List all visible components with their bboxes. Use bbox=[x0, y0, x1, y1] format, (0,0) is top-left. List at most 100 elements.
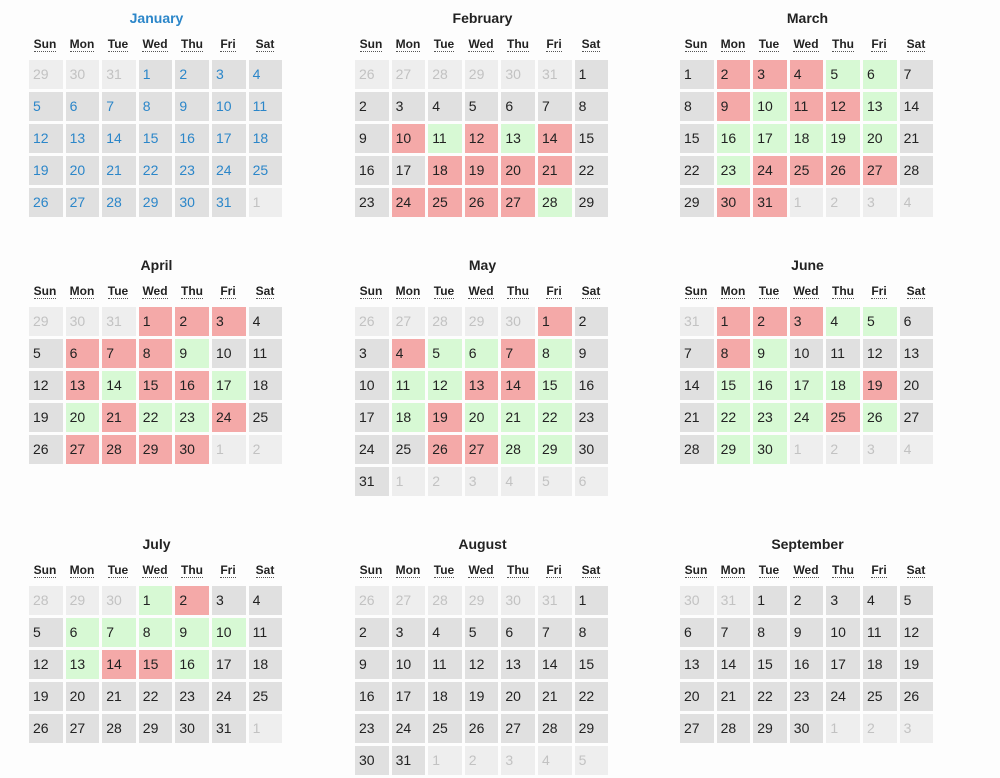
day-cell-busy[interactable]: 26 bbox=[464, 188, 499, 217]
day-cell-available[interactable]: 10 bbox=[753, 92, 787, 121]
day-cell[interactable]: 8 bbox=[753, 618, 787, 647]
day-cell[interactable]: 22 bbox=[138, 682, 173, 711]
day-cell-busy[interactable]: 3 bbox=[212, 307, 246, 336]
day-cell[interactable]: 30 bbox=[175, 714, 209, 743]
day-cell[interactable]: 21 bbox=[716, 682, 751, 711]
day-cell-busy[interactable]: 1 bbox=[716, 307, 751, 336]
day-cell[interactable]: 17 bbox=[212, 650, 246, 679]
day-cell-busy[interactable]: 27 bbox=[863, 156, 897, 185]
day-cell-available[interactable]: 29 bbox=[538, 435, 572, 464]
day-cell-other-month[interactable]: 30 bbox=[65, 307, 100, 336]
day-cell[interactable]: 30 bbox=[574, 435, 609, 464]
day-cell[interactable]: 3 bbox=[355, 339, 389, 368]
day-cell-other-month[interactable]: 4 bbox=[538, 746, 572, 775]
day-cell[interactable]: 17 bbox=[212, 124, 246, 153]
day-cell[interactable]: 27 bbox=[501, 714, 535, 743]
day-cell[interactable]: 3 bbox=[826, 586, 860, 615]
day-cell-busy[interactable]: 9 bbox=[716, 92, 751, 121]
day-cell[interactable]: 27 bbox=[680, 714, 714, 743]
day-cell-busy[interactable]: 18 bbox=[428, 156, 462, 185]
day-cell-available[interactable]: 17 bbox=[789, 371, 824, 400]
day-cell[interactable]: 11 bbox=[428, 650, 462, 679]
day-cell-busy[interactable]: 26 bbox=[826, 156, 860, 185]
day-cell-available[interactable]: 16 bbox=[716, 124, 751, 153]
day-cell-busy[interactable]: 1 bbox=[538, 307, 572, 336]
day-cell-other-month[interactable]: 29 bbox=[65, 586, 100, 615]
day-cell-available[interactable]: 18 bbox=[826, 371, 860, 400]
day-cell-other-month[interactable]: 26 bbox=[355, 586, 389, 615]
day-cell-other-month[interactable]: 28 bbox=[428, 307, 462, 336]
day-cell[interactable]: 26 bbox=[29, 714, 63, 743]
day-cell-other-month[interactable]: 3 bbox=[464, 467, 499, 496]
day-cell[interactable]: 31 bbox=[355, 467, 389, 496]
day-cell[interactable]: 7 bbox=[538, 92, 572, 121]
day-cell[interactable]: 30 bbox=[175, 188, 209, 217]
day-cell-available[interactable]: 24 bbox=[789, 403, 824, 432]
day-cell-available[interactable]: 14 bbox=[102, 371, 136, 400]
day-cell-busy[interactable]: 25 bbox=[789, 156, 824, 185]
day-cell[interactable]: 17 bbox=[826, 650, 860, 679]
day-cell[interactable]: 7 bbox=[538, 618, 572, 647]
day-cell-other-month[interactable]: 2 bbox=[863, 714, 897, 743]
day-cell[interactable]: 27 bbox=[65, 714, 100, 743]
day-cell-other-month[interactable]: 30 bbox=[102, 586, 136, 615]
day-cell[interactable]: 30 bbox=[355, 746, 389, 775]
day-cell-other-month[interactable]: 30 bbox=[680, 586, 714, 615]
day-cell-other-month[interactable]: 6 bbox=[574, 467, 609, 496]
day-cell-busy[interactable]: 27 bbox=[501, 188, 535, 217]
day-cell-other-month[interactable]: 3 bbox=[501, 746, 535, 775]
day-cell-busy[interactable]: 27 bbox=[464, 435, 499, 464]
day-cell[interactable]: 6 bbox=[501, 618, 535, 647]
day-cell[interactable]: 31 bbox=[212, 188, 246, 217]
day-cell[interactable]: 2 bbox=[789, 586, 824, 615]
day-cell[interactable]: 29 bbox=[753, 714, 787, 743]
day-cell[interactable]: 22 bbox=[574, 682, 609, 711]
day-cell[interactable]: 21 bbox=[538, 682, 572, 711]
day-cell[interactable]: 27 bbox=[65, 188, 100, 217]
day-cell-available[interactable]: 22 bbox=[716, 403, 751, 432]
day-cell[interactable]: 13 bbox=[501, 650, 535, 679]
day-cell-available[interactable]: 4 bbox=[826, 307, 860, 336]
day-cell-busy[interactable]: 15 bbox=[138, 371, 173, 400]
day-cell-other-month[interactable]: 3 bbox=[863, 188, 897, 217]
day-cell[interactable]: 11 bbox=[826, 339, 860, 368]
day-cell-other-month[interactable]: 30 bbox=[501, 586, 535, 615]
day-cell-available[interactable]: 11 bbox=[428, 124, 462, 153]
day-cell-available[interactable]: 12 bbox=[428, 371, 462, 400]
day-cell-available[interactable]: 26 bbox=[863, 403, 897, 432]
day-cell[interactable]: 12 bbox=[29, 124, 63, 153]
day-cell-other-month[interactable]: 5 bbox=[538, 467, 572, 496]
day-cell[interactable]: 20 bbox=[680, 682, 714, 711]
day-cell-other-month[interactable]: 1 bbox=[428, 746, 462, 775]
day-cell-available[interactable]: 16 bbox=[753, 371, 787, 400]
day-cell[interactable]: 24 bbox=[355, 435, 389, 464]
day-cell-available[interactable]: 20 bbox=[65, 403, 100, 432]
day-cell[interactable]: 5 bbox=[29, 618, 63, 647]
day-cell-other-month[interactable]: 3 bbox=[863, 435, 897, 464]
day-cell-available[interactable]: 1 bbox=[138, 586, 173, 615]
day-cell-available[interactable]: 21 bbox=[501, 403, 535, 432]
day-cell-available[interactable]: 9 bbox=[175, 339, 209, 368]
day-cell[interactable]: 12 bbox=[29, 371, 63, 400]
day-cell-other-month[interactable]: 2 bbox=[428, 467, 462, 496]
day-cell[interactable]: 29 bbox=[680, 188, 714, 217]
day-cell[interactable]: 19 bbox=[899, 650, 934, 679]
day-cell-busy[interactable]: 3 bbox=[753, 60, 787, 89]
day-cell-available[interactable]: 5 bbox=[863, 307, 897, 336]
day-cell-other-month[interactable]: 31 bbox=[538, 586, 572, 615]
day-cell[interactable]: 5 bbox=[29, 92, 63, 121]
day-cell[interactable]: 14 bbox=[102, 124, 136, 153]
day-cell-available[interactable]: 18 bbox=[391, 403, 426, 432]
day-cell[interactable]: 27 bbox=[899, 403, 934, 432]
day-cell[interactable]: 26 bbox=[899, 682, 934, 711]
day-cell-available[interactable]: 19 bbox=[826, 124, 860, 153]
day-cell[interactable]: 14 bbox=[538, 650, 572, 679]
day-cell-other-month[interactable]: 2 bbox=[826, 435, 860, 464]
day-cell[interactable]: 23 bbox=[175, 682, 209, 711]
day-cell[interactable]: 24 bbox=[826, 682, 860, 711]
day-cell-other-month[interactable]: 29 bbox=[29, 60, 63, 89]
day-cell[interactable]: 11 bbox=[248, 618, 283, 647]
day-cell-other-month[interactable]: 27 bbox=[391, 307, 426, 336]
day-cell[interactable]: 8 bbox=[574, 618, 609, 647]
day-cell-busy[interactable]: 7 bbox=[501, 339, 535, 368]
